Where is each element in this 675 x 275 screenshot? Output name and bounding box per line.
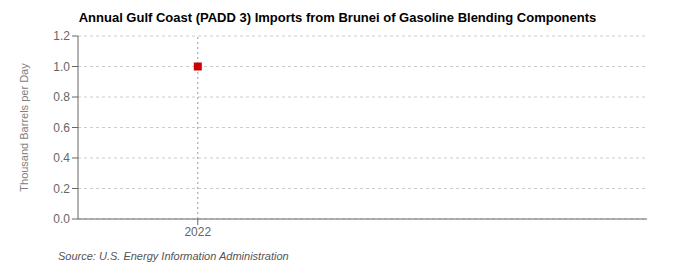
svg-text:1.2: 1.2 <box>53 29 70 43</box>
svg-text:2022: 2022 <box>184 225 211 239</box>
svg-text:0.2: 0.2 <box>53 182 70 196</box>
html-text:Annual Gulf Coast (PADD 3) Imp: Annual Gulf Coast (PADD 3) Imports from … <box>78 10 597 25</box>
svg-text:0.6: 0.6 <box>53 121 70 135</box>
svg-text:Thousand Barrels per Day: Thousand Barrels per Day <box>18 63 30 192</box>
svg-text:1.0: 1.0 <box>53 60 70 74</box>
html-text:Source: U.S. Energy Informatio: Source: U.S. Energy Information Administ… <box>58 250 289 262</box>
svg-text:0.8: 0.8 <box>53 90 70 104</box>
svg-text:0.0: 0.0 <box>53 212 70 226</box>
svg-text:0.4: 0.4 <box>53 151 70 165</box>
